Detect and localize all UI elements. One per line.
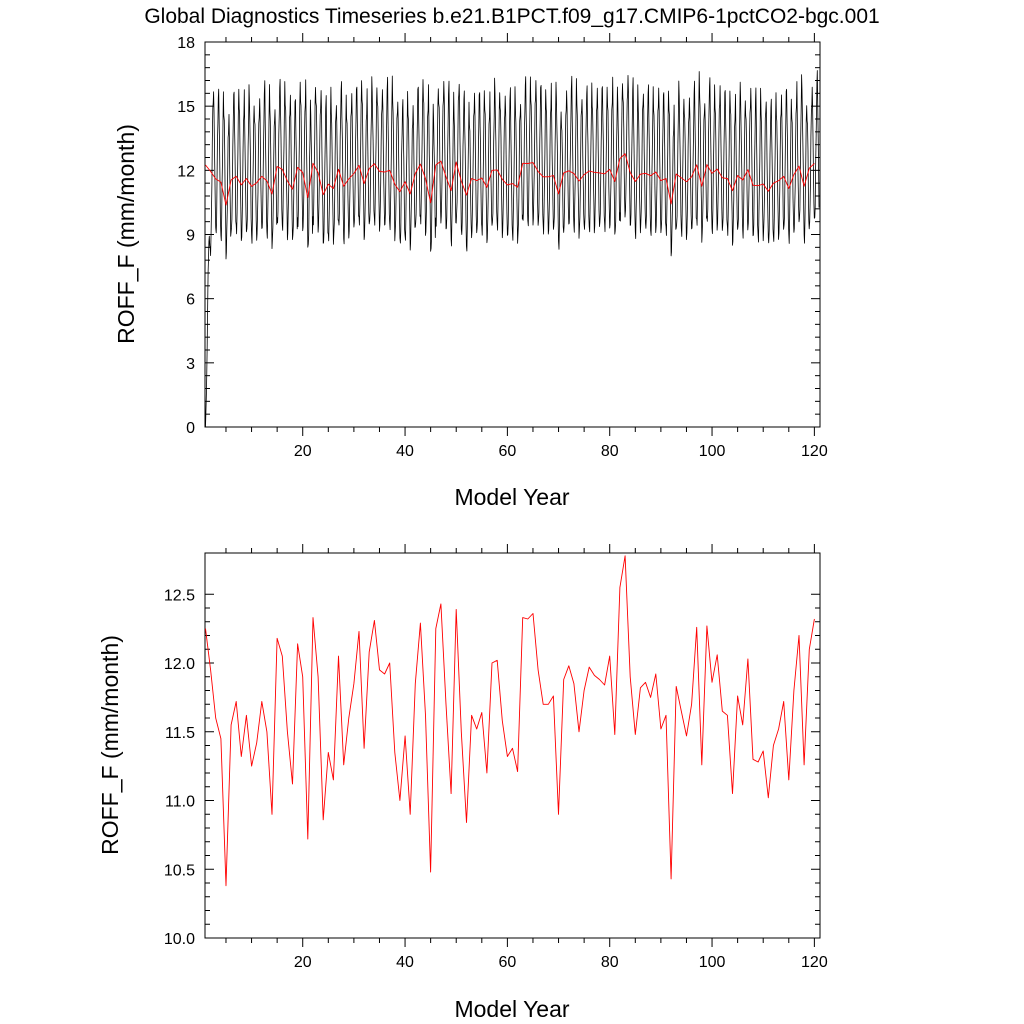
top-y-axis-title: ROFF_F (mm/month) xyxy=(113,124,139,344)
top-panel-monthly-and-annual: 0 3 6 9 12 15 18 20 40 60 80 100 120 Model Year ROF… xyxy=(113,33,828,510)
y-tick-label: 15 xyxy=(177,99,195,116)
y-tick-label: 0 xyxy=(186,420,195,437)
x-tick-label: 40 xyxy=(396,443,414,460)
bottom-y-ticks: 10.0 10.5 11.0 11.5 12.0 12.5 xyxy=(164,587,820,948)
y-tick-label: 11.0 xyxy=(165,794,195,811)
top-x-ticks: 20 40 60 80 100 120 xyxy=(225,33,828,460)
y-tick-label: 9 xyxy=(186,228,195,245)
y-tick-label: 10.0 xyxy=(164,931,195,948)
figure-title: Global Diagnostics Timeseries b.e21.B1PC… xyxy=(144,5,879,28)
top-x-axis-title: Model Year xyxy=(454,484,569,510)
bottom-y-axis-title: ROFF_F (mm/month) xyxy=(97,635,123,855)
y-tick-label: 18 xyxy=(177,35,195,52)
y-tick-label: 3 xyxy=(186,356,195,373)
x-tick-label: 40 xyxy=(396,954,414,971)
x-tick-label: 100 xyxy=(699,443,726,460)
y-tick-label: 12.5 xyxy=(164,587,195,604)
x-tick-label: 20 xyxy=(294,954,312,971)
y-tick-label: 10.5 xyxy=(164,862,195,879)
y-tick-label: 12 xyxy=(177,163,195,180)
y-tick-label: 6 xyxy=(186,292,195,309)
bottom-x-ticks: 20 40 60 80 100 120 xyxy=(225,544,828,971)
monthly-series-line xyxy=(205,70,820,428)
bottom-series xyxy=(205,555,815,887)
bottom-plot-frame xyxy=(204,552,821,939)
x-tick-label: 120 xyxy=(801,443,828,460)
y-tick-label: 12.0 xyxy=(164,656,195,673)
top-y-ticks: 0 3 6 9 12 15 18 xyxy=(177,35,820,437)
top-series xyxy=(205,70,820,428)
bottom-x-axis-title: Model Year xyxy=(454,996,569,1022)
bottom-panel-annual: 10.010.511.011.512.012.5 20 40 60 80 100 120 … xyxy=(97,544,828,1022)
x-tick-label: 60 xyxy=(498,954,516,971)
x-tick-label: 80 xyxy=(601,443,619,460)
annual-mean-series-line xyxy=(205,153,815,206)
annual-mean-series-line xyxy=(205,555,815,887)
x-tick-label: 80 xyxy=(601,954,619,971)
x-tick-label: 120 xyxy=(801,954,828,971)
y-tick-label: 11.5 xyxy=(165,725,195,742)
x-tick-label: 20 xyxy=(294,443,312,460)
x-tick-label: 100 xyxy=(699,954,726,971)
x-tick-label: 60 xyxy=(498,443,516,460)
